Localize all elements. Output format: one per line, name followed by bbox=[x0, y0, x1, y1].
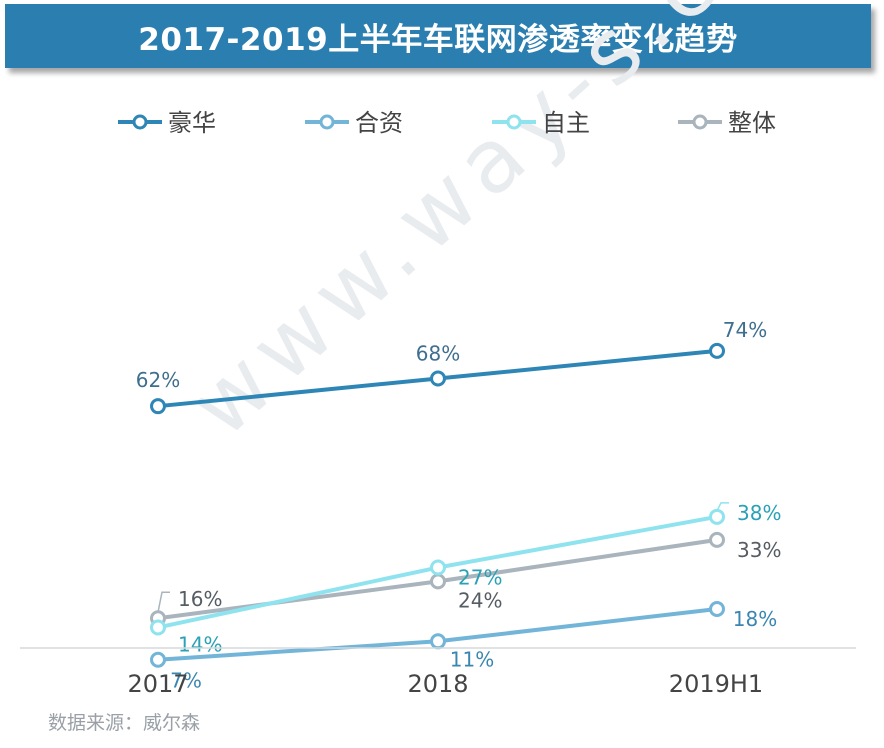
leader-line-overall-2017 bbox=[157, 591, 170, 613]
data-label-4-2: 24% bbox=[458, 588, 502, 612]
legend-label-3: 自主 bbox=[542, 109, 590, 137]
source-note: 数据来源：威尔森 bbox=[48, 712, 201, 734]
series-layer: 62% 68% 74% 7% 11% 18% 14% 27% 38% 16% 24% 33% bbox=[136, 318, 782, 693]
data-point-3-2 bbox=[430, 559, 446, 576]
data-label-1-1: 62% bbox=[136, 368, 180, 392]
x-tick-label-1: 2017 bbox=[127, 670, 188, 698]
leader-line-domestic-2019 bbox=[716, 502, 729, 512]
data-label-2-2: 11% bbox=[450, 647, 494, 671]
data-point-2-3 bbox=[709, 601, 725, 618]
x-tick-label-2: 2018 bbox=[407, 670, 468, 698]
legend: 豪华 合资 自主 整体 bbox=[118, 109, 776, 137]
chart-title: 2017-2019上半年车联网渗透率变化趋势 bbox=[5, 4, 871, 68]
legend-marker-2 bbox=[319, 114, 335, 130]
legend-marker-1 bbox=[132, 114, 148, 130]
legend-label-1: 豪华 bbox=[168, 109, 216, 137]
data-point-1-1 bbox=[150, 398, 166, 415]
data-label-4-1: 16% bbox=[178, 587, 222, 611]
data-point-4-3 bbox=[709, 531, 725, 548]
data-label-2-1: 7% bbox=[170, 669, 202, 693]
data-point-1-2 bbox=[430, 370, 446, 387]
data-label-1-2: 68% bbox=[416, 342, 460, 366]
data-point-4-2 bbox=[430, 573, 446, 590]
data-label-3-2: 27% bbox=[458, 566, 502, 590]
data-label-3-3: 38% bbox=[737, 501, 781, 525]
data-point-1-3 bbox=[709, 342, 725, 359]
data-label-3-1: 14% bbox=[178, 632, 222, 656]
data-point-3-3 bbox=[709, 508, 725, 525]
legend-marker-4 bbox=[692, 114, 708, 130]
legend-marker-3 bbox=[506, 114, 522, 130]
data-point-3-1 bbox=[150, 619, 166, 636]
data-point-2-1 bbox=[150, 651, 166, 668]
data-point-2-2 bbox=[430, 633, 446, 650]
data-label-4-3: 33% bbox=[737, 538, 781, 562]
x-axis-ticks: 2017 2018 2019H1 bbox=[127, 670, 763, 698]
data-label-2-3: 18% bbox=[733, 607, 777, 631]
legend-label-4: 整体 bbox=[728, 109, 776, 137]
legend-label-2: 合资 bbox=[355, 109, 403, 137]
data-label-1-3: 74% bbox=[723, 318, 767, 342]
x-tick-label-3: 2019H1 bbox=[669, 670, 763, 698]
